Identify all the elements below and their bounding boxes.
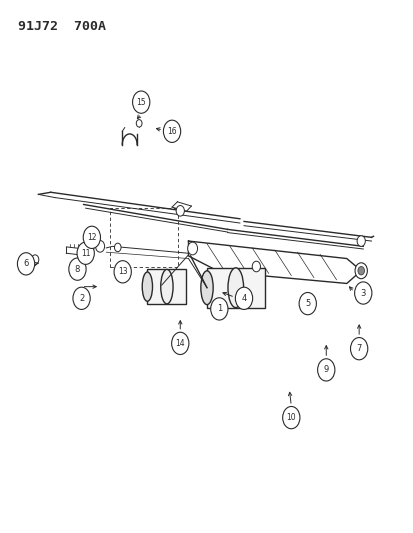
Ellipse shape — [228, 268, 243, 308]
Text: 5: 5 — [304, 299, 310, 308]
Text: 2: 2 — [79, 294, 84, 303]
Circle shape — [357, 266, 363, 275]
Circle shape — [17, 253, 35, 275]
Circle shape — [176, 206, 184, 216]
Circle shape — [132, 91, 150, 114]
Circle shape — [354, 263, 366, 279]
Circle shape — [356, 236, 364, 246]
Text: 4: 4 — [241, 294, 246, 303]
Text: 91J72  700A: 91J72 700A — [18, 20, 106, 33]
Text: 1: 1 — [216, 304, 221, 313]
Text: 13: 13 — [118, 268, 127, 276]
Text: 15: 15 — [136, 98, 146, 107]
Circle shape — [73, 287, 90, 310]
Circle shape — [171, 332, 188, 354]
Bar — [206, 268, 264, 308]
Circle shape — [83, 226, 100, 248]
Bar — [110, 208, 178, 266]
Text: 11: 11 — [81, 249, 90, 258]
Bar — [147, 269, 186, 304]
Circle shape — [136, 119, 142, 127]
Circle shape — [235, 287, 252, 310]
Text: 9: 9 — [323, 366, 328, 374]
Ellipse shape — [142, 272, 152, 301]
Text: 10: 10 — [286, 413, 295, 422]
Circle shape — [114, 261, 131, 283]
Text: 6: 6 — [23, 260, 28, 268]
Circle shape — [31, 255, 39, 264]
Circle shape — [252, 261, 260, 272]
Text: 12: 12 — [87, 233, 96, 242]
Circle shape — [77, 242, 94, 264]
Circle shape — [95, 240, 104, 252]
Circle shape — [354, 282, 371, 304]
Text: 16: 16 — [167, 127, 176, 136]
Text: 3: 3 — [360, 288, 365, 297]
Circle shape — [298, 293, 316, 315]
Ellipse shape — [200, 271, 213, 305]
Circle shape — [282, 407, 299, 429]
Text: 14: 14 — [175, 339, 185, 348]
Circle shape — [163, 120, 180, 142]
Circle shape — [350, 337, 367, 360]
Circle shape — [114, 243, 121, 252]
Ellipse shape — [160, 269, 173, 304]
Circle shape — [69, 258, 86, 280]
Circle shape — [187, 242, 197, 255]
Circle shape — [210, 298, 228, 320]
Text: 7: 7 — [356, 344, 361, 353]
Text: 8: 8 — [75, 265, 80, 273]
Circle shape — [317, 359, 334, 381]
